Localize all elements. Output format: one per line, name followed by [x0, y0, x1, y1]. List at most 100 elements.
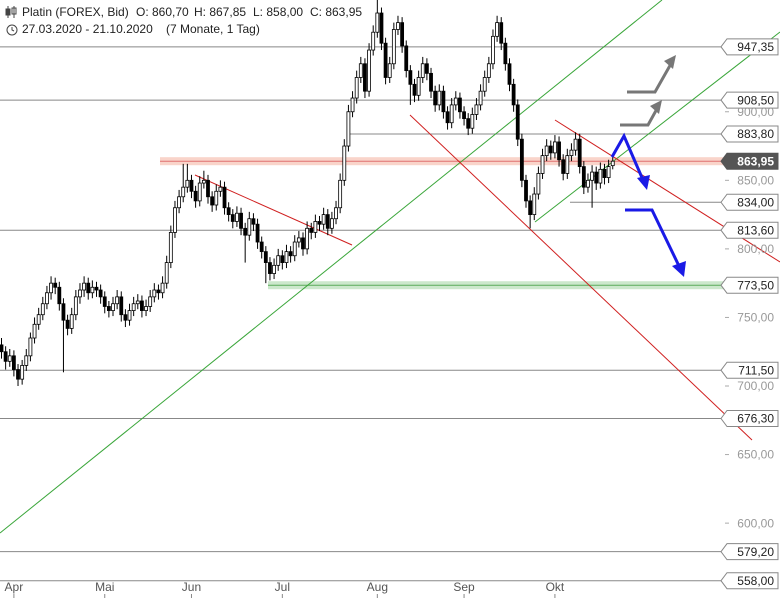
- candle-body: [453, 97, 458, 106]
- arrow: [627, 61, 674, 94]
- candle-body: [144, 306, 148, 311]
- candle-body: [445, 111, 450, 124]
- candle-body: [429, 72, 433, 92]
- candle-body: [102, 296, 107, 307]
- candle-body: [338, 179, 343, 209]
- candle-body: [119, 296, 124, 316]
- candle-body: [3, 351, 8, 362]
- candle-body: [470, 114, 475, 129]
- candle-body: [458, 97, 462, 113]
- candle-body: [449, 104, 454, 124]
- level-box: [720, 38, 779, 56]
- candle-body: [210, 196, 215, 206]
- candle-body: [177, 196, 181, 209]
- candle-body: [24, 355, 29, 366]
- arrowhead: [650, 100, 662, 114]
- candle-body: [495, 22, 500, 37]
- header-bg: [0, 0, 370, 40]
- trend-line: [194, 174, 353, 246]
- level-label: 863,95: [737, 154, 774, 168]
- candle-body: [69, 314, 74, 329]
- candle-body: [131, 303, 136, 311]
- candle-body: [292, 241, 297, 257]
- low-label: L: 858,00: [253, 5, 303, 19]
- candle-body: [140, 300, 144, 311]
- candle-body: [127, 310, 132, 321]
- arrowhead: [637, 175, 650, 190]
- candle-body: [396, 22, 400, 30]
- candle-body: [486, 63, 491, 78]
- candle-body: [135, 300, 140, 305]
- candle-body: [598, 168, 603, 184]
- candle-body: [86, 282, 91, 294]
- candle-body: [412, 83, 417, 96]
- candle-body: [317, 221, 322, 225]
- y-tick-label: 750,00: [737, 311, 774, 325]
- candle-body: [239, 212, 243, 229]
- level-box: [720, 276, 779, 294]
- candle-body: [156, 289, 161, 294]
- candle-body: [408, 70, 413, 85]
- x-tick-label: Sep: [453, 580, 475, 594]
- candle-body: [437, 90, 442, 106]
- candle-body: [214, 190, 219, 206]
- level-label: 813,60: [737, 223, 774, 237]
- candle-body: [7, 355, 12, 362]
- candle-body: [193, 190, 198, 202]
- candle-body: [61, 303, 66, 321]
- arrowhead: [664, 55, 676, 69]
- candle-body: [387, 63, 392, 78]
- candle-body: [247, 218, 252, 236]
- candle-body: [123, 314, 128, 321]
- level-label: 676,30: [737, 412, 774, 426]
- candle-body: [528, 200, 533, 215]
- trend-line: [534, 31, 780, 223]
- candle-body: [602, 168, 607, 178]
- y-tick-label: 850,00: [737, 173, 774, 187]
- title: Platin (FOREX, Bid): [22, 5, 129, 19]
- candle-body: [586, 179, 590, 188]
- candle-body: [32, 323, 37, 339]
- candle-body: [251, 218, 256, 225]
- candle-body: [111, 303, 115, 311]
- candle-body: [90, 286, 95, 294]
- candle-body: [65, 319, 70, 329]
- candle-body: [20, 365, 25, 380]
- candle-body: [235, 212, 239, 222]
- candle-body: [346, 111, 351, 147]
- level-box: [720, 125, 779, 143]
- candle-body: [284, 251, 289, 263]
- candle-body: [49, 282, 53, 294]
- candle-body: [610, 160, 615, 167]
- trend-line: [409, 114, 753, 441]
- candle-body: [106, 306, 111, 311]
- period: (7 Monate, 1 Tag): [166, 22, 260, 36]
- candle-body: [197, 182, 202, 202]
- clock-icon: [6, 24, 18, 36]
- level-box: [720, 91, 779, 109]
- candle-body: [255, 223, 260, 243]
- x-tick-label: Mai: [95, 580, 114, 594]
- candle-body: [206, 179, 210, 198]
- candle-body: [276, 255, 281, 266]
- candle-body: [263, 251, 268, 263]
- levels: [0, 46, 725, 582]
- candle-body: [371, 31, 376, 51]
- candle-body: [503, 42, 508, 65]
- candle-body: [259, 241, 264, 253]
- candle-body: [548, 145, 553, 154]
- trend-line: [0, 0, 663, 534]
- arrow: [620, 106, 660, 127]
- candle-body: [218, 186, 223, 192]
- arrowhead: [672, 261, 686, 277]
- candle-body: [230, 214, 235, 222]
- candle-body: [148, 296, 153, 307]
- level-box: [720, 193, 779, 211]
- level-box: [720, 152, 779, 170]
- candle-body: [36, 314, 41, 325]
- level-label: 908,50: [737, 93, 774, 107]
- candle-icon: [5, 6, 17, 18]
- candle-body: [482, 77, 487, 92]
- x-tick-label: Jul: [275, 580, 290, 594]
- candle-body: [379, 12, 384, 44]
